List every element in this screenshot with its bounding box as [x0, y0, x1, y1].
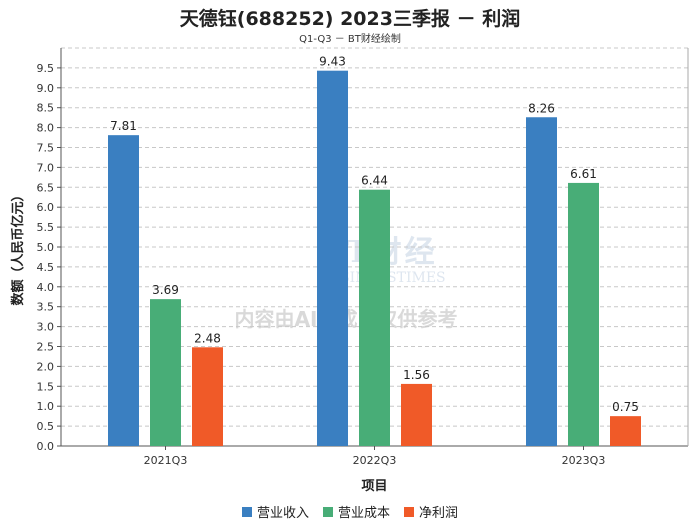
bar [108, 135, 139, 447]
chart-subtitle: Q1-Q3 － BT财经绘制 [299, 34, 401, 45]
bar [150, 299, 181, 446]
bar [359, 189, 390, 447]
y-tick-label: 0.0 [37, 440, 55, 453]
y-tick-label: 5.0 [37, 241, 55, 254]
legend-label-cost: 营业成本 [337, 506, 390, 521]
y-tick-label: 5.5 [37, 221, 55, 234]
bar [401, 383, 432, 446]
data-label: 6.44 [361, 174, 388, 188]
data-label: 3.69 [152, 283, 179, 297]
data-label: 2.48 [194, 331, 221, 345]
legend-swatch-net-profit [404, 506, 414, 517]
y-axis-label: 数额（人民币亿元） [10, 188, 26, 305]
legend-swatch-revenue [241, 506, 252, 517]
bar [610, 416, 641, 446]
legend-item-net-profit: 净利润 [404, 502, 458, 521]
data-label: 9.43 [319, 55, 346, 69]
bar [568, 182, 599, 446]
bar [317, 70, 348, 446]
legend: 营业收入 营业成本 净利润 [0, 502, 700, 521]
chart-title: 天德钰(688252) 2023三季报 － 利润 [179, 8, 521, 30]
y-tick-label: 9.0 [37, 82, 55, 95]
bar [526, 117, 557, 446]
x-tick-label: 2022Q3 [353, 454, 397, 467]
y-tick-label: 4.0 [37, 281, 55, 294]
data-label: 6.61 [570, 167, 597, 181]
bar [192, 347, 223, 446]
y-tick-label: 8.0 [37, 122, 55, 135]
y-tick-label: 8.5 [37, 102, 55, 115]
legend-label-revenue: 营业收入 [256, 506, 309, 521]
y-tick-label: 2.0 [37, 360, 55, 373]
data-label: 7.81 [110, 119, 137, 133]
legend-label-net-profit: 净利润 [419, 506, 459, 521]
y-tick-label: 9.5 [37, 62, 55, 75]
x-tick-label: 2021Q3 [144, 454, 188, 467]
x-axis-label: 项目 [361, 479, 387, 494]
y-tick-label: 6.0 [37, 201, 55, 214]
x-tick-label: 2023Q3 [562, 454, 606, 467]
y-tick-label: 2.5 [37, 341, 55, 354]
legend-item-cost: 营业成本 [322, 502, 390, 521]
legend-swatch-cost [322, 506, 333, 517]
data-label: 1.56 [403, 368, 430, 382]
y-tick-label: 0.5 [37, 420, 55, 433]
legend-item-revenue: 营业收入 [241, 502, 309, 521]
y-tick-label: 3.5 [37, 301, 55, 314]
y-tick-label: 1.0 [37, 400, 55, 413]
y-tick-label: 6.5 [37, 181, 55, 194]
y-tick-label: 1.5 [37, 380, 55, 393]
y-tick-label: 4.5 [37, 261, 55, 274]
data-label: 8.26 [528, 101, 555, 115]
y-tick-label: 3.0 [37, 321, 55, 334]
y-tick-label: 7.5 [37, 142, 55, 155]
data-label: 0.75 [612, 400, 639, 414]
y-tick-label: 7.0 [37, 161, 55, 174]
